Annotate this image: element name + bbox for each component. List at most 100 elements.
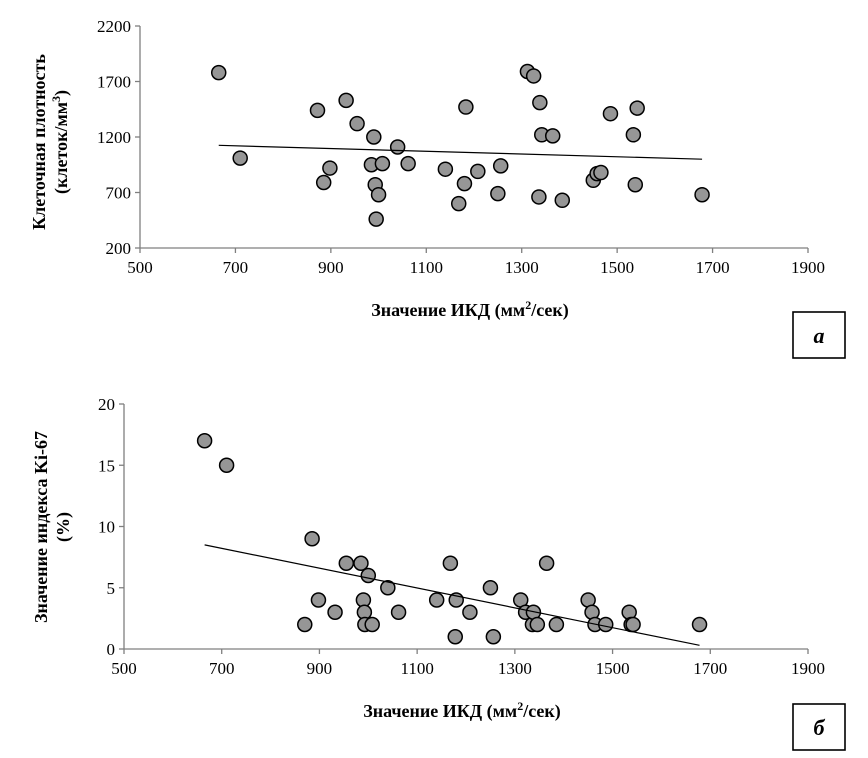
x-tick-label: 1300 bbox=[498, 659, 532, 678]
data-point bbox=[368, 211, 384, 227]
data-point bbox=[442, 555, 459, 571]
x-axis-label: Значение ИКД (мм2/сек) bbox=[371, 298, 569, 321]
data-point bbox=[366, 129, 382, 145]
data-point bbox=[625, 616, 641, 633]
x-tick-label: 900 bbox=[318, 258, 344, 277]
y-axis-label-line1: Клеточная плотность bbox=[29, 54, 49, 230]
data-point bbox=[490, 185, 506, 202]
y-axis-label-line1: Значение индекса Ki-67 bbox=[31, 431, 51, 623]
x-tick-label: 1900 bbox=[791, 659, 825, 678]
trendline bbox=[218, 144, 703, 160]
x-tick-label: 1500 bbox=[600, 258, 634, 277]
data-point bbox=[374, 155, 391, 172]
x-tick-label: 900 bbox=[307, 659, 333, 678]
trendline bbox=[204, 544, 700, 646]
x-tick-labels: 500 700 900 1100 1300 1500 1700 1900 bbox=[127, 258, 825, 277]
data-point bbox=[694, 186, 710, 203]
data-point bbox=[627, 176, 644, 193]
data-point bbox=[310, 592, 327, 608]
data-point bbox=[322, 160, 338, 176]
x-tick-label: 700 bbox=[209, 659, 235, 678]
data-point bbox=[529, 616, 546, 633]
x-tick-label: 700 bbox=[223, 258, 249, 277]
data-point bbox=[349, 115, 365, 132]
data-point bbox=[390, 604, 407, 620]
y-tick-label: 15 bbox=[98, 456, 115, 475]
data-point bbox=[470, 163, 486, 180]
axes bbox=[135, 25, 809, 253]
data-point bbox=[232, 150, 248, 166]
y-tick-label: 5 bbox=[107, 579, 116, 598]
data-point bbox=[492, 158, 509, 174]
x-tick-label: 500 bbox=[111, 659, 137, 678]
data-point bbox=[625, 127, 642, 143]
data-point bbox=[531, 189, 547, 205]
data-point bbox=[370, 186, 387, 203]
x-tick-label: 1300 bbox=[505, 258, 539, 277]
y-tick-label: 20 bbox=[98, 395, 115, 414]
x-tick-label: 1700 bbox=[693, 659, 727, 678]
x-tick-label: 1500 bbox=[596, 659, 630, 678]
data-point bbox=[389, 139, 406, 155]
data-points bbox=[210, 63, 710, 227]
x-tick-label: 1100 bbox=[400, 659, 433, 678]
data-point bbox=[447, 629, 464, 645]
data-point bbox=[450, 195, 467, 212]
trendline-line bbox=[218, 144, 703, 160]
chart-a: 200 700 1200 1700 2200 500 700 900 1100 1300 1500… bbox=[29, 17, 846, 359]
data-point bbox=[304, 531, 320, 547]
data-point bbox=[482, 580, 499, 596]
x-tick-label: 500 bbox=[127, 258, 153, 277]
data-point bbox=[525, 68, 542, 84]
x-tick-label: 1100 bbox=[410, 258, 443, 277]
data-point bbox=[400, 155, 416, 172]
data-point bbox=[338, 92, 354, 109]
data-point bbox=[380, 580, 396, 596]
data-point bbox=[218, 457, 235, 473]
x-tick-label: 1900 bbox=[791, 258, 825, 277]
data-point bbox=[691, 616, 708, 633]
data-point bbox=[462, 604, 478, 620]
x-tick-labels: 500 700 900 1100 1300 1500 1700 1900 bbox=[111, 659, 825, 678]
data-point bbox=[485, 629, 502, 645]
data-points bbox=[196, 433, 708, 645]
y-tick-label: 1200 bbox=[97, 128, 131, 147]
y-tick-labels: 200 700 1200 1700 2200 bbox=[97, 17, 131, 258]
data-point bbox=[597, 616, 614, 633]
y-tick-label: 200 bbox=[106, 239, 132, 258]
data-point bbox=[538, 555, 555, 571]
y-tick-label: 700 bbox=[106, 184, 132, 203]
data-point bbox=[428, 592, 445, 608]
data-point bbox=[210, 64, 227, 81]
chart-b: 0 5 10 15 20 500 700 900 1100 1300 1500 1700 1900 З… bbox=[31, 395, 846, 751]
x-axis-label: Значение ИКД (мм2/сек) bbox=[363, 699, 561, 722]
data-point bbox=[360, 567, 377, 584]
data-point bbox=[297, 616, 313, 633]
y-tick-label: 2200 bbox=[97, 17, 131, 36]
data-point bbox=[338, 555, 355, 571]
data-point bbox=[532, 94, 548, 111]
data-point bbox=[437, 161, 454, 177]
y-tick-label: 10 bbox=[98, 518, 115, 537]
panel-label-box bbox=[792, 703, 846, 751]
y-tick-label: 0 bbox=[107, 640, 116, 659]
data-point bbox=[548, 616, 565, 633]
panel-label-box bbox=[792, 311, 846, 359]
data-point bbox=[593, 164, 609, 181]
data-point bbox=[458, 99, 474, 115]
data-point bbox=[309, 102, 326, 119]
panel-label: б bbox=[814, 715, 826, 740]
y-axis-label-line2: (%) bbox=[53, 512, 74, 542]
y-axis-label-line2: (клеток/мм3) bbox=[49, 90, 72, 194]
data-point bbox=[353, 555, 369, 571]
data-point bbox=[456, 175, 473, 192]
x-tick-label: 1700 bbox=[696, 258, 730, 277]
data-point bbox=[544, 128, 561, 144]
data-point bbox=[327, 604, 343, 620]
data-point bbox=[196, 433, 213, 449]
data-point bbox=[315, 174, 332, 191]
data-point bbox=[554, 192, 571, 209]
data-point bbox=[364, 616, 380, 633]
axes bbox=[119, 403, 809, 654]
